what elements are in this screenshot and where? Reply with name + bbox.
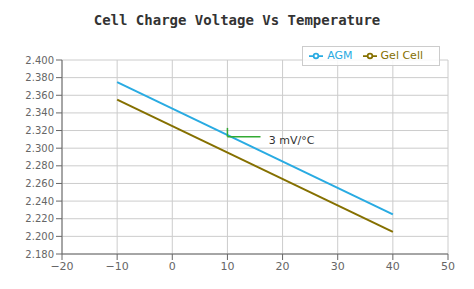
svg-text:2.200: 2.200 [25, 231, 54, 242]
svg-text:2.340: 2.340 [25, 107, 54, 118]
svg-text:50: 50 [441, 260, 455, 273]
svg-text:0: 0 [169, 260, 176, 273]
svg-text:2.180: 2.180 [25, 249, 54, 260]
svg-text:2.220: 2.220 [25, 213, 54, 224]
svg-text:3 mV/°C: 3 mV/°C [269, 134, 315, 147]
svg-text:−10: −10 [106, 260, 129, 273]
svg-text:−20: −20 [50, 260, 73, 273]
html-text:AGM: AGM [327, 49, 353, 62]
html-text:Cell Charge Voltage Vs Tempera: Cell Charge Voltage Vs Temperature [93, 12, 381, 28]
svg-text:2.280: 2.280 [25, 160, 54, 171]
svg-text:2.360: 2.360 [25, 90, 54, 101]
svg-text:2.260: 2.260 [25, 178, 54, 189]
svg-text:2.300: 2.300 [25, 143, 54, 154]
svg-text:2.320: 2.320 [25, 125, 54, 136]
svg-text:2.380: 2.380 [25, 72, 54, 83]
svg-text:40: 40 [386, 260, 400, 273]
svg-text:2.400: 2.400 [25, 55, 54, 66]
svg-text:30: 30 [331, 260, 345, 273]
svg-text:2.240: 2.240 [25, 196, 54, 207]
svg-text:10: 10 [220, 260, 234, 273]
svg-text:20: 20 [276, 260, 290, 273]
html-text:Gel Cell: Gel Cell [380, 49, 423, 62]
